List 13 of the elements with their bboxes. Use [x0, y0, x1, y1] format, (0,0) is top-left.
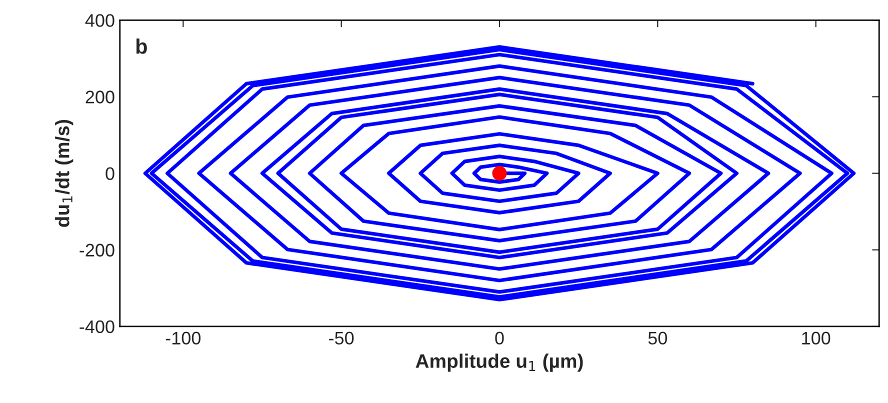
x-tick-label: 0 [495, 332, 504, 345]
y-tick-label: -400 [80, 320, 114, 334]
x-tick-label: 50 [648, 332, 668, 345]
y-axis-title: du$_{1}$/dt (m/s) [55, 120, 74, 227]
x-tick-label: 100 [802, 332, 830, 345]
x-tick-label: -100 [166, 332, 201, 345]
y-tick-label: 200 [86, 90, 114, 104]
y-tick-label: 0 [106, 167, 114, 180]
x-tick-label: -50 [329, 332, 354, 345]
annotation: b [136, 38, 147, 54]
y-tick-label: 400 [85, 14, 114, 27]
x-axis-title: Amplitude u$_{1}$ (µm) [416, 354, 583, 372]
y-tick-label: -200 [80, 244, 114, 257]
